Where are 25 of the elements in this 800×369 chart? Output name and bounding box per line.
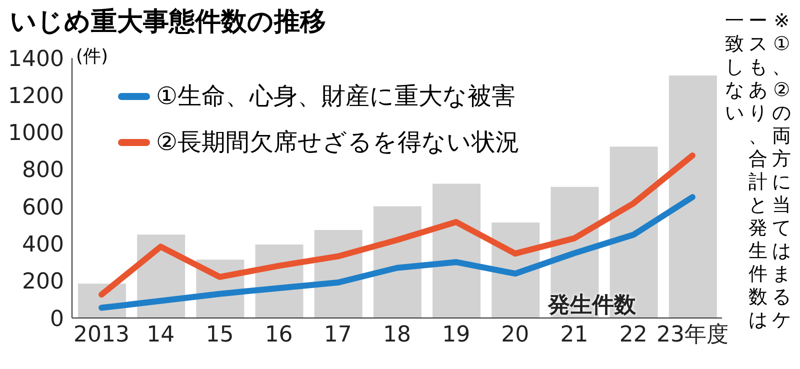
chart-title: いじめ重大事態件数の推移 xyxy=(10,6,326,39)
y-tick-label: 400 xyxy=(22,232,64,258)
y-tick-label: 0 xyxy=(50,306,64,332)
x-tick-label: 2013 xyxy=(74,322,130,348)
x-tick-label: 18 xyxy=(383,322,411,348)
x-tick-label: 14 xyxy=(146,322,175,348)
y-tick-label: 800 xyxy=(22,158,64,184)
bar xyxy=(432,184,481,318)
y-axis-title: (件) xyxy=(76,45,108,68)
x-tick-label: 20 xyxy=(501,322,530,348)
x-tick-label: 16 xyxy=(264,322,293,348)
bar xyxy=(668,75,717,318)
x-tick-label: 19 xyxy=(442,322,470,348)
y-tick-label: 600 xyxy=(22,195,64,220)
y-tick-label: 1200 xyxy=(8,84,64,109)
series-label: 発生件数 xyxy=(548,292,636,320)
x-tick-label: 17 xyxy=(324,322,352,348)
x-tick-label: 21 xyxy=(560,322,588,348)
y-tick-label: 1400 xyxy=(8,46,64,72)
x-tick-label: 22 xyxy=(619,322,648,348)
legend-label: ①生命、心身、財産に重大な被害 xyxy=(156,81,516,112)
legend-label: ②長期間欠席せざるを得ない状況 xyxy=(156,127,520,158)
y-tick-label: 1000 xyxy=(8,121,64,146)
y-tick-label: 200 xyxy=(22,270,64,295)
x-tick-label: 15 xyxy=(206,322,234,348)
